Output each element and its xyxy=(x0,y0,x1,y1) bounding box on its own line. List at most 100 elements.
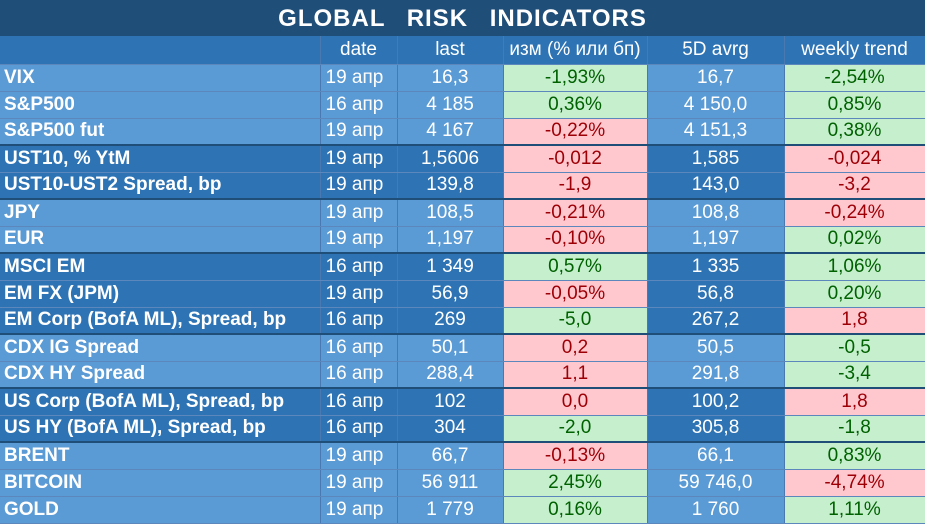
table-row: S&P500 16 апр 4 185 0,36% 4 150,0 0,85% xyxy=(0,91,925,119)
weekly-trend-cell: 0,02% xyxy=(784,226,925,254)
table-row: GOLD 19 апр 1 779 0,16% 1 760 1,11% xyxy=(0,496,925,524)
change-cell: -0,05% xyxy=(503,280,648,308)
weekly-trend-cell: -0,024 xyxy=(784,144,925,173)
indicator-name: S&P500 xyxy=(0,91,321,119)
change-cell: 1,1 xyxy=(503,361,648,389)
five-day-average-cell: 4 151,3 xyxy=(647,118,785,146)
last-value-cell: 1,5606 xyxy=(397,144,504,173)
change-cell: 0,0 xyxy=(503,387,648,416)
five-day-average-cell: 59 746,0 xyxy=(647,469,785,497)
column-header-date: date xyxy=(320,36,398,65)
indicator-name: JPY xyxy=(0,198,321,227)
five-day-average-cell: 1 335 xyxy=(647,252,785,281)
indicator-name: UST10, % YtM xyxy=(0,144,321,173)
weekly-trend-cell: 1,11% xyxy=(784,496,925,524)
page-title: GLOBAL RISK INDICATORS xyxy=(0,0,925,36)
five-day-average-cell: 1,197 xyxy=(647,226,785,254)
date-cell: 16 апр xyxy=(320,415,398,443)
change-cell: -0,10% xyxy=(503,226,648,254)
change-cell: 0,36% xyxy=(503,91,648,119)
indicator-name: MSCI EM xyxy=(0,252,321,281)
table-row: MSCI EM 16 апр 1 349 0,57% 1 335 1,06% xyxy=(0,252,925,281)
last-value-cell: 139,8 xyxy=(397,172,504,200)
five-day-average-cell: 108,8 xyxy=(647,198,785,227)
indicator-name: US HY (BofA ML), Spread, bp xyxy=(0,415,321,443)
five-day-average-cell: 4 150,0 xyxy=(647,91,785,119)
last-value-cell: 4 185 xyxy=(397,91,504,119)
date-cell: 19 апр xyxy=(320,172,398,200)
date-cell: 16 апр xyxy=(320,333,398,362)
last-value-cell: 1 779 xyxy=(397,496,504,524)
table-row: VIX 19 апр 16,3 -1,93% 16,7 -2,54% xyxy=(0,64,925,92)
date-cell: 19 апр xyxy=(320,441,398,470)
last-value-cell: 50,1 xyxy=(397,333,504,362)
weekly-trend-cell: 1,06% xyxy=(784,252,925,281)
change-cell: 0,57% xyxy=(503,252,648,281)
last-value-cell: 16,3 xyxy=(397,64,504,92)
weekly-trend-cell: -3,4 xyxy=(784,361,925,389)
five-day-average-cell: 1 760 xyxy=(647,496,785,524)
date-cell: 16 апр xyxy=(320,361,398,389)
column-header-weekly-trend: weekly trend xyxy=(784,36,925,65)
table-row: EM Corp (BofA ML), Spread, bp 16 апр 269 -5… xyxy=(0,307,925,335)
last-value-cell: 56,9 xyxy=(397,280,504,308)
date-cell: 19 апр xyxy=(320,198,398,227)
table-row: BRENT 19 апр 66,7 -0,13% 66,1 0,83% xyxy=(0,441,925,470)
last-value-cell: 1,197 xyxy=(397,226,504,254)
five-day-average-cell: 305,8 xyxy=(647,415,785,443)
indicator-name: CDX HY Spread xyxy=(0,361,321,389)
last-value-cell: 269 xyxy=(397,307,504,335)
date-cell: 19 апр xyxy=(320,118,398,146)
last-value-cell: 108,5 xyxy=(397,198,504,227)
last-value-cell: 102 xyxy=(397,387,504,416)
table-row: UST10-UST2 Spread, bp 19 апр 139,8 -1,9 143,… xyxy=(0,172,925,200)
indicators-table: date last изм (% или бп) 5D avrg weekly … xyxy=(0,36,925,524)
column-header-change: изм (% или бп) xyxy=(503,36,648,65)
weekly-trend-cell: -0,24% xyxy=(784,198,925,227)
table-row: UST10, % YtM 19 апр 1,5606 -0,012 1,585 -0,02… xyxy=(0,144,925,173)
date-cell: 19 апр xyxy=(320,469,398,497)
weekly-trend-cell: -4,74% xyxy=(784,469,925,497)
indicator-name: US Corp (BofA ML), Spread, bp xyxy=(0,387,321,416)
five-day-average-cell: 66,1 xyxy=(647,441,785,470)
header-row: date last изм (% или бп) 5D avrg weekly … xyxy=(0,36,925,65)
weekly-trend-cell: -0,5 xyxy=(784,333,925,362)
weekly-trend-cell: -3,2 xyxy=(784,172,925,200)
five-day-average-cell: 100,2 xyxy=(647,387,785,416)
indicator-name: BRENT xyxy=(0,441,321,470)
table-row: S&P500 fut 19 апр 4 167 -0,22% 4 151,3 0,38% xyxy=(0,118,925,146)
weekly-trend-cell: 0,38% xyxy=(784,118,925,146)
change-cell: -0,22% xyxy=(503,118,648,146)
change-cell: 2,45% xyxy=(503,469,648,497)
indicator-name: VIX xyxy=(0,64,321,92)
change-cell: -1,93% xyxy=(503,64,648,92)
weekly-trend-cell: 0,20% xyxy=(784,280,925,308)
weekly-trend-cell: 0,83% xyxy=(784,441,925,470)
indicator-name: EM FX (JPM) xyxy=(0,280,321,308)
date-cell: 16 апр xyxy=(320,387,398,416)
indicator-name: EUR xyxy=(0,226,321,254)
last-value-cell: 288,4 xyxy=(397,361,504,389)
change-cell: 0,2 xyxy=(503,333,648,362)
column-header-last: last xyxy=(397,36,504,65)
indicator-name: EM Corp (BofA ML), Spread, bp xyxy=(0,307,321,335)
table-row: EM FX (JPM) 19 апр 56,9 -0,05% 56,8 0,20% xyxy=(0,280,925,308)
five-day-average-cell: 56,8 xyxy=(647,280,785,308)
change-cell: 0,16% xyxy=(503,496,648,524)
date-cell: 16 апр xyxy=(320,91,398,119)
date-cell: 16 апр xyxy=(320,307,398,335)
five-day-average-cell: 291,8 xyxy=(647,361,785,389)
change-cell: -0,21% xyxy=(503,198,648,227)
column-header-5d-average: 5D avrg xyxy=(647,36,785,65)
last-value-cell: 56 911 xyxy=(397,469,504,497)
five-day-average-cell: 16,7 xyxy=(647,64,785,92)
weekly-trend-cell: -1,8 xyxy=(784,415,925,443)
change-cell: -0,13% xyxy=(503,441,648,470)
column-header-name xyxy=(0,36,321,65)
date-cell: 19 апр xyxy=(320,226,398,254)
change-cell: -5,0 xyxy=(503,307,648,335)
table-row: US Corp (BofA ML), Spread, bp 16 апр 102 0,… xyxy=(0,387,925,416)
last-value-cell: 66,7 xyxy=(397,441,504,470)
date-cell: 19 апр xyxy=(320,496,398,524)
change-cell: -2,0 xyxy=(503,415,648,443)
